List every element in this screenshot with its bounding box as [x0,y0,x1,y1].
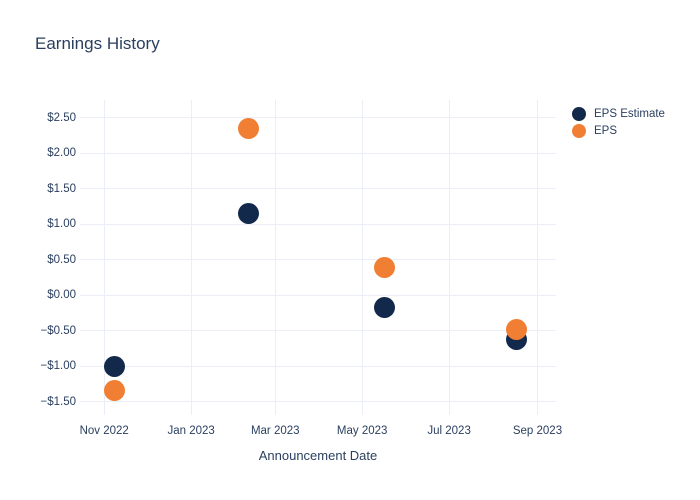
gridline-horizontal [80,188,556,190]
x-tick-label: Jan 2023 [167,425,215,437]
x-tick-label: Sep 2023 [512,425,563,437]
gridline-horizontal [80,152,556,154]
gridline-vertical [103,100,105,415]
data-point-eps-estimate[interactable] [103,355,125,377]
legend-marker-eps-icon [572,123,586,138]
legend-marker-eps-estimate-icon [572,106,586,121]
y-tick-label: $2.50 [47,111,76,124]
y-tick-label: −$0.50 [40,324,77,337]
y-tick-label: $0.50 [47,253,76,266]
y-tick-label: −$1.00 [40,360,77,373]
gridline-vertical [448,100,450,415]
gridline-vertical [190,100,192,415]
x-tick-label: Jul 2023 [427,425,471,437]
x-tick-label: May 2023 [336,425,388,437]
data-point-eps[interactable] [103,380,125,402]
gridline-horizontal [80,223,556,225]
data-point-eps-estimate[interactable] [374,297,396,319]
y-tick-label: $0.00 [47,289,76,302]
gridline-horizontal [80,117,556,119]
data-point-eps[interactable] [237,117,259,139]
y-tick-label: $1.00 [47,218,76,231]
gridline-vertical [536,100,538,415]
x-axis-title: Announcement Date [258,448,378,463]
data-point-eps[interactable] [374,256,396,278]
gridline-horizontal [80,259,556,261]
y-tick-label: −$1.50 [40,395,77,408]
gridline-vertical [361,100,363,415]
data-point-eps[interactable] [505,319,527,341]
gridline-horizontal [80,294,556,296]
data-point-eps-estimate[interactable] [237,203,259,224]
y-tick-label: $1.50 [47,182,76,195]
legend-item-eps[interactable]: EPS [572,122,665,139]
gridline-horizontal [80,330,556,332]
legend-label-eps: EPS [594,124,618,137]
gridline-horizontal [80,401,556,403]
chart-title: Earnings History [35,34,160,53]
y-tick-label: $2.00 [47,147,76,160]
gridline-horizontal [80,365,556,367]
x-tick-label: Nov 2022 [79,425,129,437]
x-tick-label: Mar 2023 [250,425,300,437]
legend-item-eps-estimate[interactable]: EPS Estimate [572,105,665,122]
gridline-vertical [274,100,276,415]
legend: EPS Estimate EPS [572,105,665,139]
legend-label-eps-estimate: EPS Estimate [594,107,665,120]
